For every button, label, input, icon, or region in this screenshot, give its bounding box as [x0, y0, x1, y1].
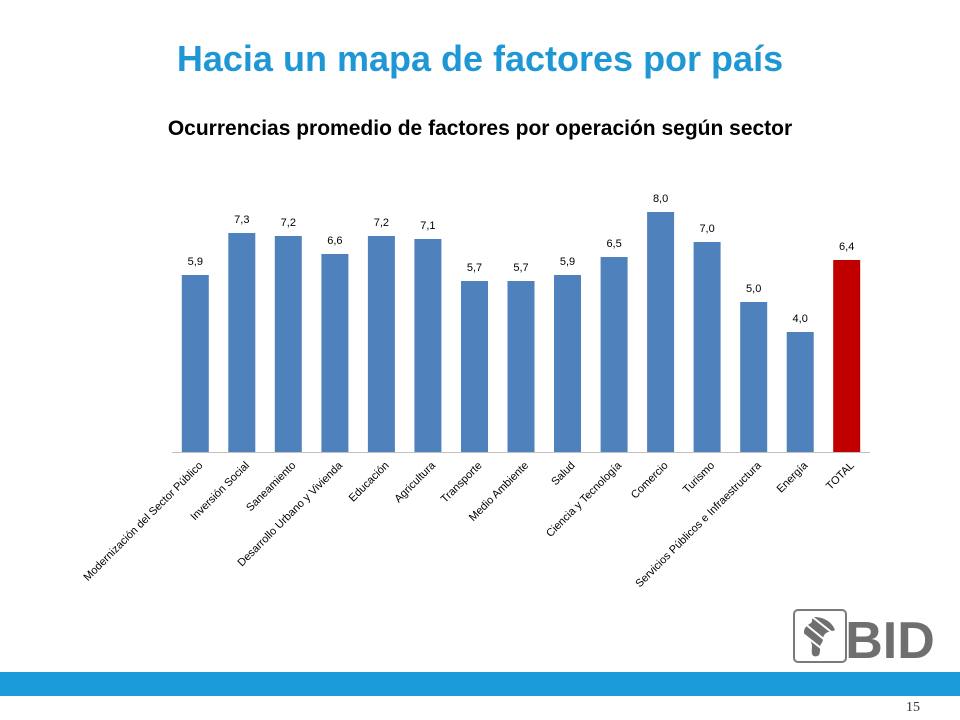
bar-value-label: 4,0: [793, 313, 808, 325]
category-label: Salud: [549, 460, 577, 488]
category-label: Transporte: [439, 460, 485, 506]
bar: [507, 281, 535, 452]
bar-value-label: 5,0: [746, 283, 761, 295]
bar: [833, 260, 861, 452]
category-label: Modernización del Sector Público: [81, 460, 205, 584]
bid-logo-text: BID: [845, 612, 934, 664]
bar-value-label: 7,3: [234, 214, 249, 226]
globe-emblem-icon: [793, 609, 847, 663]
category-label: Comercio: [629, 460, 671, 502]
bar-value-label: 5,9: [560, 256, 575, 268]
bid-logo: BID: [793, 609, 934, 664]
bar: [693, 242, 721, 452]
bar: [414, 239, 442, 452]
bar-value-label: 5,7: [513, 262, 528, 274]
category-label: Educación: [347, 460, 392, 505]
bar: [321, 254, 349, 452]
bar: [181, 275, 209, 452]
bar: [554, 275, 581, 452]
bar: [367, 236, 395, 452]
bar-value-label: 7,0: [699, 223, 714, 235]
footer-bar: [0, 672, 960, 696]
category-label: Ciencia y Tecnología: [544, 459, 625, 540]
bar: [647, 212, 675, 452]
bar-value-label: 6,4: [839, 241, 854, 253]
category-label: Turismo: [681, 460, 717, 496]
category-label: TOTAL: [824, 460, 857, 493]
bar-value-label: 7,1: [420, 220, 435, 232]
category-labels-group: Modernización del Sector PúblicoInversió…: [81, 459, 856, 590]
bars-group: [181, 212, 861, 452]
bar-value-label: 8,0: [653, 193, 668, 205]
category-label: Agricultura: [392, 459, 438, 505]
bar-value-label: 5,7: [467, 262, 482, 274]
bar: [228, 233, 256, 452]
bar: [740, 302, 768, 452]
bar-value-label: 7,2: [281, 217, 296, 229]
page-number: 15: [906, 700, 920, 715]
value-labels-group: 5,9 7,3 7,2 6,6 7,2 7,1 5,7 5,7 5,9 6,5 8,0 7,0 5,0 4…: [188, 193, 855, 325]
bar: [461, 281, 488, 452]
bar: [274, 236, 302, 452]
bar: [600, 257, 628, 452]
chart-title: Ocurrencias promedio de factores por ope…: [167, 117, 793, 140]
bar-value-label: 6,5: [606, 238, 621, 250]
bar-value-label: 7,2: [374, 217, 389, 229]
bar-value-label: 5,9: [188, 256, 203, 268]
slide-title: Hacia un mapa de factores por país: [176, 38, 784, 79]
bar: [786, 332, 814, 452]
bar-value-label: 6,6: [327, 235, 342, 247]
category-label: Energía: [775, 459, 811, 495]
